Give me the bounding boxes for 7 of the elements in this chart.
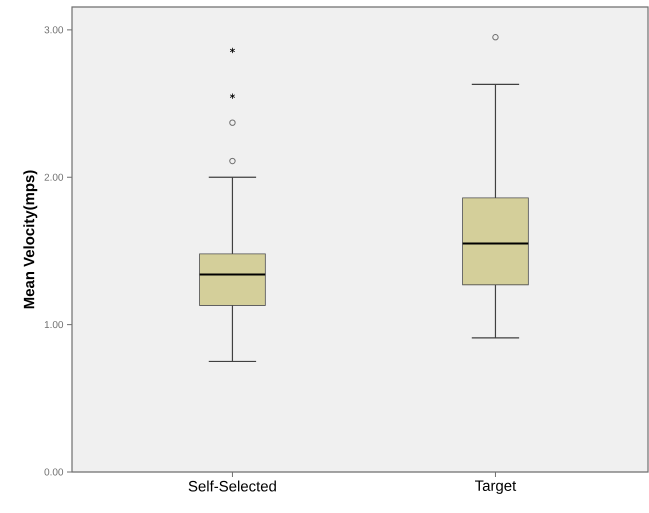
y-tick-label: 1.00: [44, 321, 64, 328]
y-tick-label: 0.00: [44, 468, 64, 476]
y-tick-label: 2.00: [44, 174, 64, 181]
x-tick-label: Target: [475, 480, 516, 494]
y-axis-title: Mean Velocity(mps): [23, 170, 38, 308]
x-tick-label: Self-Selected: [188, 480, 276, 492]
y-tick-label: 3.00: [44, 26, 64, 34]
